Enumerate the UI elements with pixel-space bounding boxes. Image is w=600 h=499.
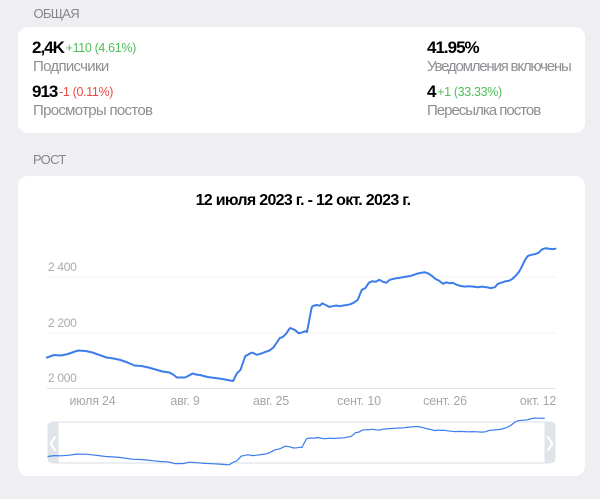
svg-text:авг. 9: авг. 9 — [170, 394, 200, 408]
svg-text:авг. 25: авг. 25 — [253, 394, 289, 408]
svg-text:2 000: 2 000 — [48, 371, 77, 385]
svg-text:2 400: 2 400 — [48, 260, 77, 274]
svg-text:окт. 12: окт. 12 — [520, 394, 557, 408]
svg-text:сент. 10: сент. 10 — [337, 394, 381, 408]
svg-text:2 200: 2 200 — [48, 316, 77, 330]
svg-text:июля 24: июля 24 — [69, 394, 115, 408]
svg-text:сент. 26: сент. 26 — [423, 394, 467, 408]
